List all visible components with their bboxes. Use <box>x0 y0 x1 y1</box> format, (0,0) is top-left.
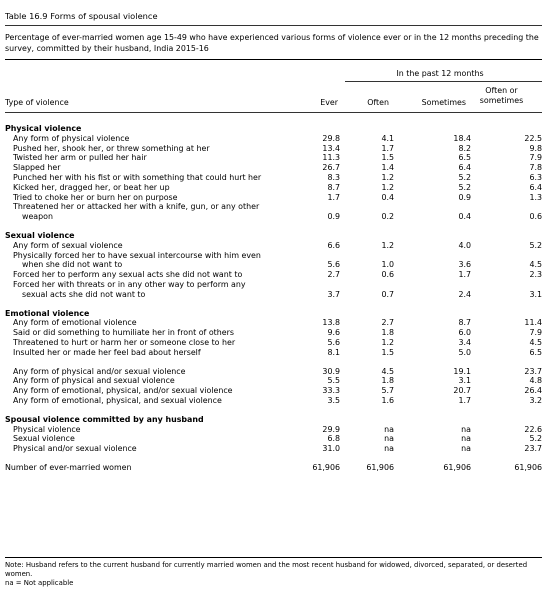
table-row: weapon 0.9 0.2 0.4 0.6 <box>22 212 542 222</box>
table-row-continued: Forced her with threats or in any other … <box>13 279 246 289</box>
table-row: sexual acts she did not want to 3.7 0.7 … <box>22 289 542 299</box>
table-row: Kicked her, dragged her, or beat her up … <box>13 182 542 192</box>
header-type: Type of violence <box>5 98 69 107</box>
section-heading-physical: Physical violence <box>5 124 82 133</box>
table-row: Sexual violence 6.8 na na 5.2 <box>13 434 542 444</box>
header-often: Often <box>367 98 389 107</box>
table-notes: Note: Husband refers to the current husb… <box>5 561 543 588</box>
table-row-continued: Threatened her or attacked her with a kn… <box>13 202 260 212</box>
table-row: Said or did something to humiliate her i… <box>13 328 542 338</box>
section-heading-sexual: Sexual violence <box>5 230 75 240</box>
title-rule <box>5 25 542 26</box>
table-row: Forced her to perform any sexual acts sh… <box>13 270 542 280</box>
table-row: Any form of emotional, physical, and sex… <box>13 395 542 405</box>
header-often-or-sometimes: Often or sometimes <box>479 86 524 105</box>
table-row: Physical and/or sexual violence 31.0 na … <box>13 444 542 454</box>
table-row: Twisted her arm or pulled her hair 11.3 … <box>13 153 542 163</box>
table-row: Any form of emotional, physical, and/or … <box>13 386 542 396</box>
table-row: Threatened to hurt or harm her or someon… <box>13 337 542 347</box>
table-row: Insulted her or made her feel bad about … <box>13 347 542 357</box>
header-sometimes: Sometimes <box>421 98 466 107</box>
table-row-continued: Physically forced her to have sexual int… <box>13 250 261 260</box>
note-na: na = Not applicable <box>5 579 74 587</box>
table-row: when she did not want to 5.6 1.0 3.6 4.5 <box>22 260 542 270</box>
table-row: Pushed her, shook her, or threw somethin… <box>13 143 542 153</box>
table-title: Table 16.9 Forms of spousal violence <box>5 11 158 21</box>
table-bottom-rule <box>5 557 542 558</box>
header-bottom-rule <box>5 112 542 113</box>
table-row: Any form of sexual violence 6.6 1.2 4.0 … <box>13 240 542 250</box>
table-row: Any form of physical and/or sexual viole… <box>13 366 542 376</box>
total-row: Number of ever-married women 61,906 61,9… <box>5 462 542 472</box>
section-heading-emotional: Emotional violence <box>5 308 90 318</box>
table-subtitle: Percentage of ever-married women age 15-… <box>5 33 539 53</box>
table-row: Any form of physical violence 29.8 4.1 1… <box>13 133 542 143</box>
table-row: Any form of physical and sexual violence… <box>13 376 542 386</box>
past-12-months-label: In the past 12 months <box>396 69 484 78</box>
table-row: Any form of emotional violence 13.8 2.7 … <box>13 318 542 328</box>
header-top-rule <box>5 59 542 60</box>
header-ever: Ever <box>320 98 338 107</box>
table-row: Punched her with his fist or with someth… <box>13 172 542 182</box>
table-row: Slapped her 26.7 1.4 6.4 7.8 <box>13 163 542 173</box>
note-husband: Note: Husband refers to the current husb… <box>5 561 528 578</box>
violence-table: Physical violence Any form of physical v… <box>5 124 542 473</box>
span-rule <box>345 81 542 82</box>
section-heading-any-husband: Spousal violence committed by any husban… <box>5 414 204 424</box>
table-row: Tried to choke her or burn her on purpos… <box>13 192 542 202</box>
table-row: Physical violence 29.9 na na 22.6 <box>13 424 542 434</box>
